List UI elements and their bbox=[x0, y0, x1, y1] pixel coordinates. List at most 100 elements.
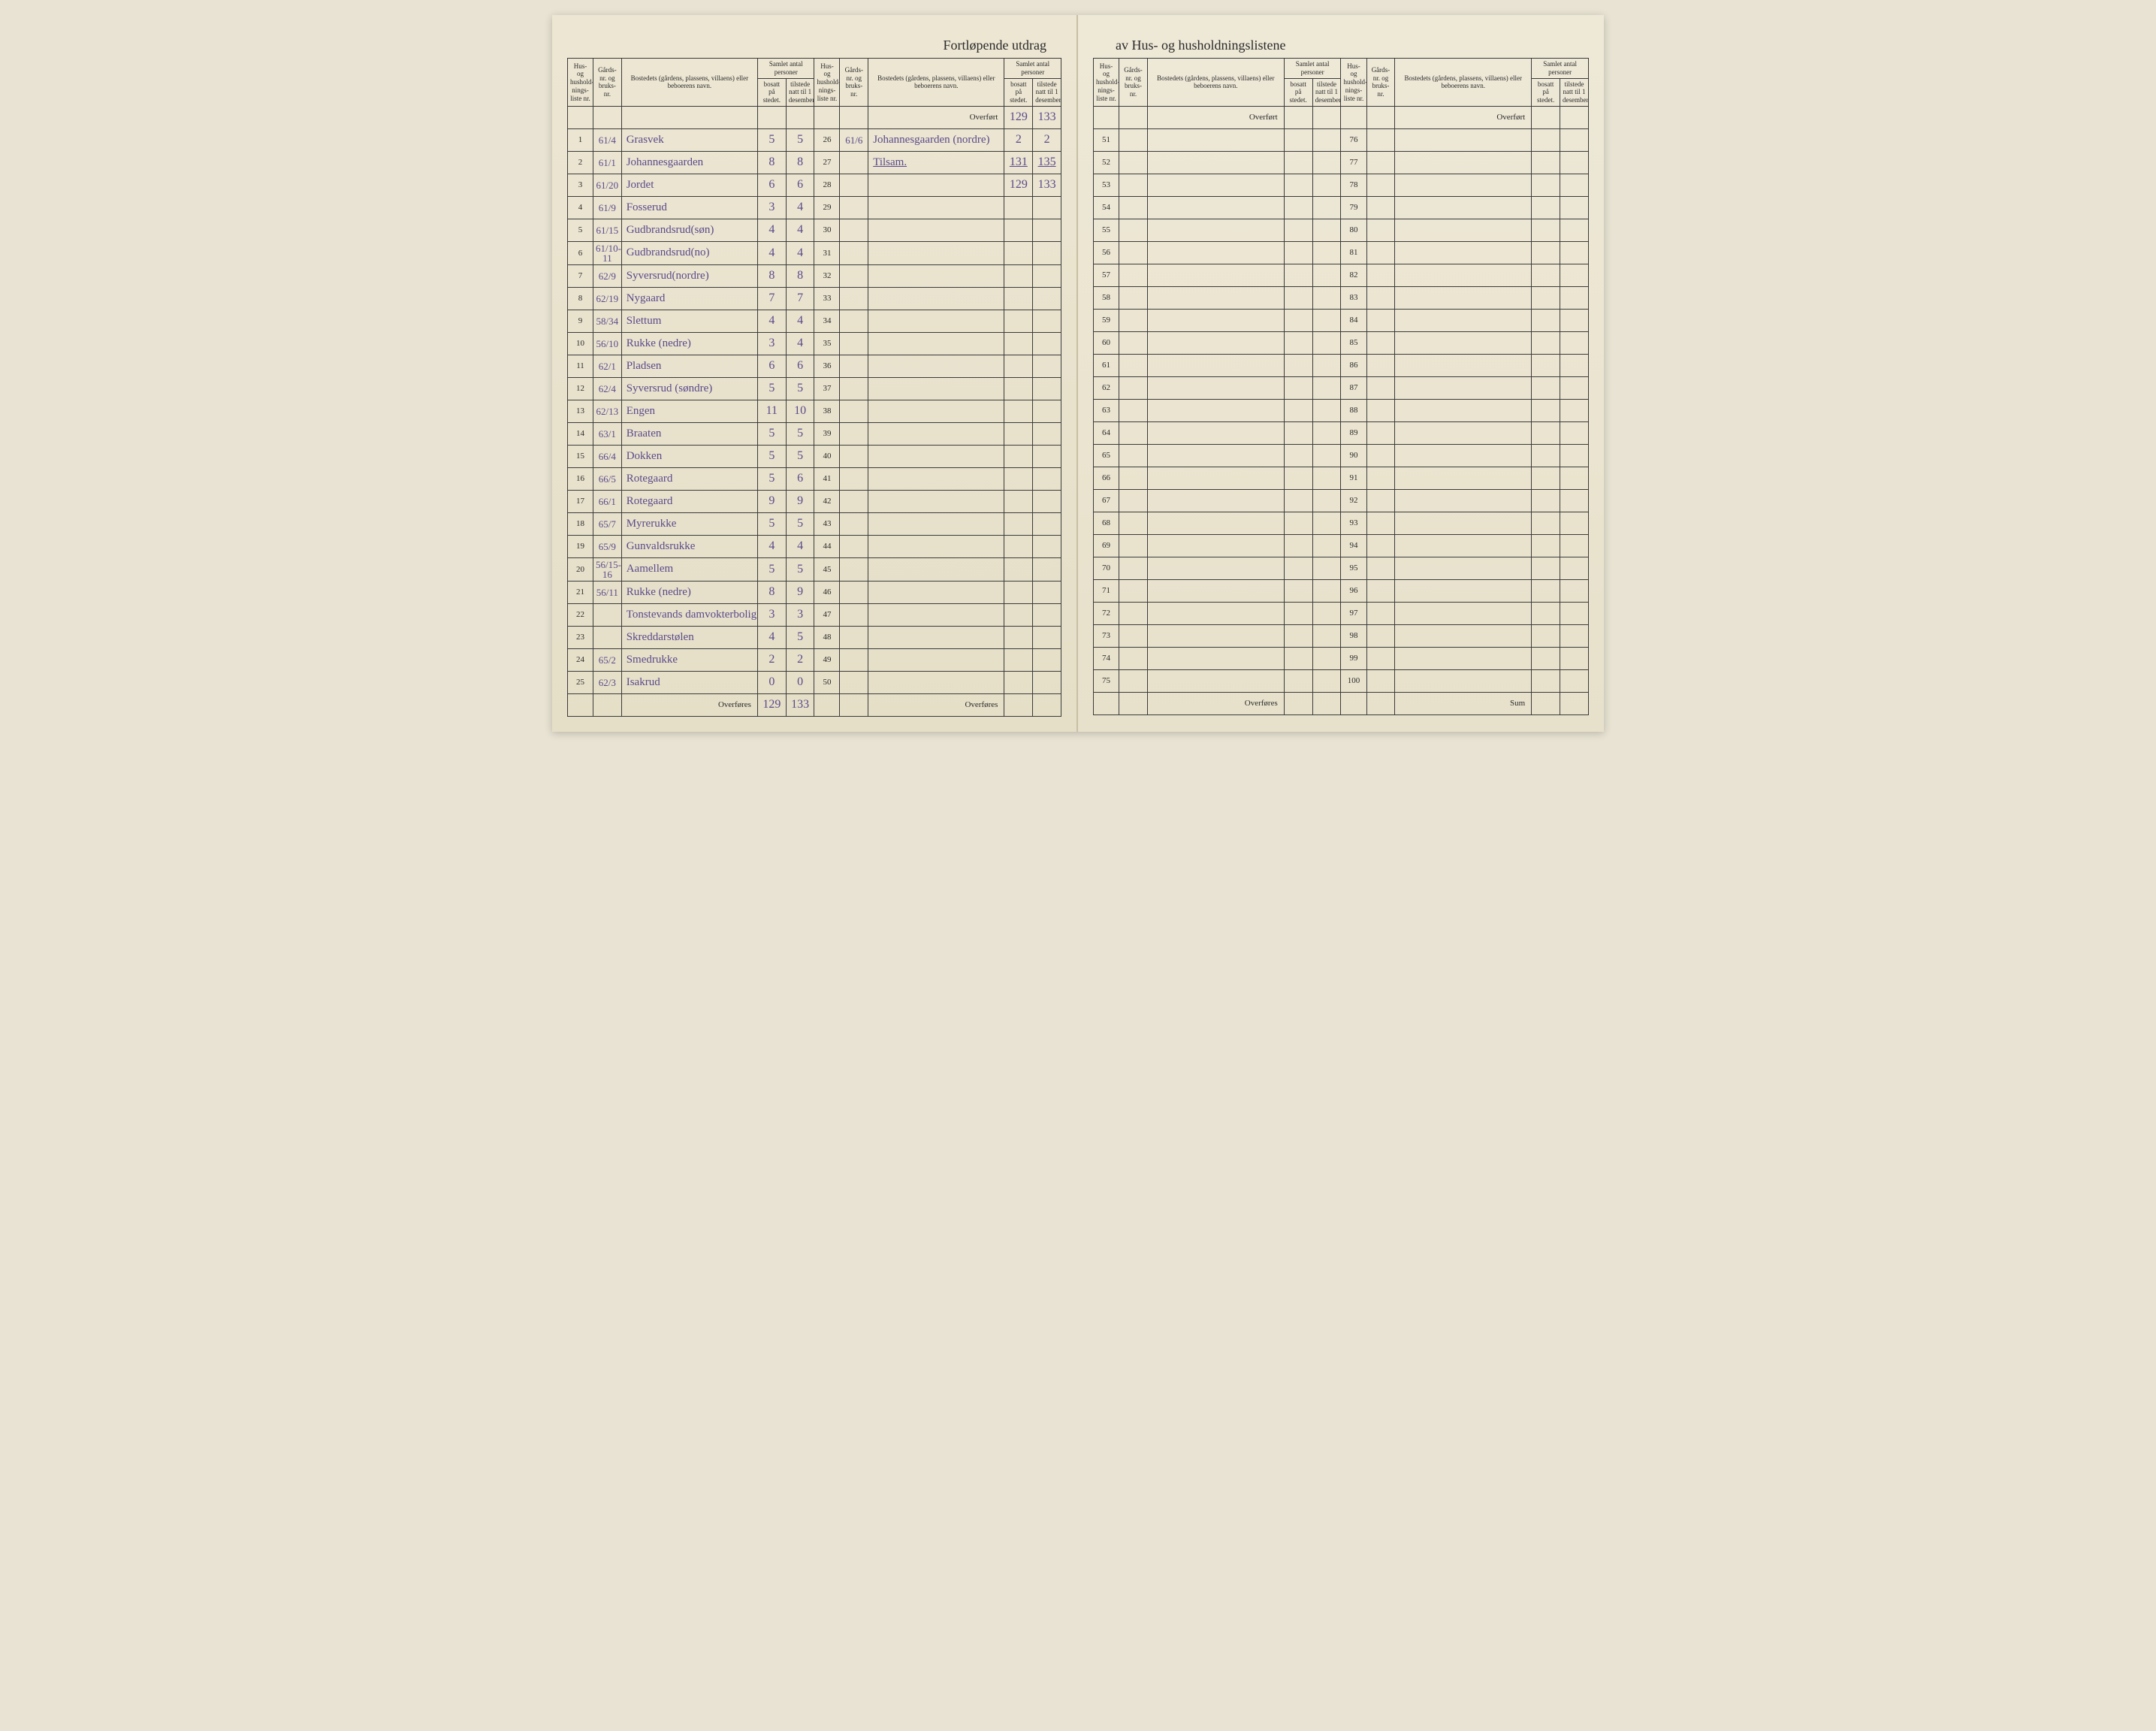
table-row: 1666/5Rotegaard5641 bbox=[568, 467, 1061, 490]
tilstede-count: 5 bbox=[786, 626, 814, 648]
cell bbox=[868, 400, 1004, 422]
cell bbox=[1366, 196, 1395, 219]
bosted-name: Dokken bbox=[621, 445, 757, 467]
cell bbox=[1312, 331, 1341, 354]
cell bbox=[1532, 624, 1560, 647]
cell bbox=[1119, 512, 1148, 534]
table-row: 361/20Jordet6628129133 bbox=[568, 174, 1061, 196]
cell bbox=[840, 671, 868, 693]
cell bbox=[1395, 309, 1532, 331]
cell bbox=[757, 106, 786, 128]
gards-nr: 61/4 bbox=[593, 128, 621, 151]
cell bbox=[868, 535, 1004, 557]
title-right: av Hus- og husholdningslistene bbox=[1093, 38, 1589, 58]
cell bbox=[1395, 151, 1532, 174]
cell bbox=[1366, 602, 1395, 624]
cell bbox=[1312, 421, 1341, 444]
table-row: 7297 bbox=[1094, 602, 1589, 624]
gards-nr: 62/1 bbox=[593, 355, 621, 377]
table-row: 5378 bbox=[1094, 174, 1589, 196]
cell bbox=[1395, 512, 1532, 534]
cell bbox=[1532, 692, 1560, 714]
cell bbox=[1284, 286, 1312, 309]
row-number: 64 bbox=[1094, 421, 1119, 444]
sum-label: Sum bbox=[1395, 692, 1532, 714]
cell bbox=[1312, 106, 1341, 128]
hdr-tilstede: tilstede natt til 1 desember. bbox=[1312, 78, 1341, 106]
row-number: 36 bbox=[814, 355, 840, 377]
tilstede-count: 3 bbox=[786, 603, 814, 626]
row-number: 80 bbox=[1341, 219, 1366, 241]
cell bbox=[1147, 264, 1284, 286]
row-number: 89 bbox=[1341, 421, 1366, 444]
tilstede-count: 5 bbox=[786, 422, 814, 445]
right-page: av Hus- og husholdningslistene Hus- og h… bbox=[1078, 15, 1604, 732]
cell bbox=[1119, 309, 1148, 331]
cell bbox=[1004, 557, 1033, 581]
cell bbox=[840, 106, 868, 128]
row-number: 14 bbox=[568, 422, 593, 445]
cell bbox=[1366, 692, 1395, 714]
cell bbox=[1366, 376, 1395, 399]
cell bbox=[1147, 624, 1284, 647]
title-left: Fortløpende utdrag bbox=[567, 38, 1061, 58]
cell bbox=[1284, 421, 1312, 444]
tilstede-count: 5 bbox=[786, 128, 814, 151]
cell bbox=[1004, 603, 1033, 626]
table-row: 5479 bbox=[1094, 196, 1589, 219]
row-number: 88 bbox=[1341, 399, 1366, 421]
cell bbox=[1366, 444, 1395, 467]
cell bbox=[1119, 557, 1148, 579]
cell bbox=[1395, 647, 1532, 669]
cell bbox=[1284, 174, 1312, 196]
hdr-liste: Hus- og hushold-nings-liste nr. bbox=[814, 59, 840, 107]
bosatt-count: 4 bbox=[757, 626, 786, 648]
row-number: 77 bbox=[1341, 151, 1366, 174]
bosted-name: Fosserud bbox=[621, 196, 757, 219]
table-row: 7095 bbox=[1094, 557, 1589, 579]
overfort-label: Overført bbox=[868, 106, 1004, 128]
row-number: 2 bbox=[568, 151, 593, 174]
bosted-name: Skreddarstølen bbox=[621, 626, 757, 648]
cell bbox=[1033, 535, 1061, 557]
row-number: 60 bbox=[1094, 331, 1119, 354]
gards-nr: 56/10 bbox=[593, 332, 621, 355]
cell bbox=[1560, 376, 1589, 399]
cell bbox=[1284, 444, 1312, 467]
cell bbox=[1284, 489, 1312, 512]
tilstede-count: 8 bbox=[786, 264, 814, 287]
tilstede-count: 7 bbox=[786, 287, 814, 310]
bosted-name: Isakrud bbox=[621, 671, 757, 693]
gards-nr bbox=[593, 626, 621, 648]
cell bbox=[1366, 467, 1395, 489]
row-number: 68 bbox=[1094, 512, 1119, 534]
row-number: 35 bbox=[814, 332, 840, 355]
table-row: 6085 bbox=[1094, 331, 1589, 354]
cell bbox=[1033, 241, 1061, 264]
table-row: 6287 bbox=[1094, 376, 1589, 399]
row-number: 6 bbox=[568, 241, 593, 264]
cell bbox=[1395, 331, 1532, 354]
cell bbox=[840, 512, 868, 535]
cell bbox=[1532, 647, 1560, 669]
cell bbox=[1119, 602, 1148, 624]
hdr-bosted: Bostedets (gårdens, plassens, villaens) … bbox=[1395, 59, 1532, 107]
overfores-label: Overføres bbox=[868, 693, 1004, 716]
row-number: 42 bbox=[814, 490, 840, 512]
row-number: 71 bbox=[1094, 579, 1119, 602]
cell bbox=[621, 106, 757, 128]
footer-bosatt: 129 bbox=[757, 693, 786, 716]
cell bbox=[1033, 287, 1061, 310]
row-number: 92 bbox=[1341, 489, 1366, 512]
cell bbox=[1395, 376, 1532, 399]
bosted-name: Slettum bbox=[621, 310, 757, 332]
cell bbox=[1532, 444, 1560, 467]
cell bbox=[1033, 648, 1061, 671]
hdr-bosatt: bosatt på stedet. bbox=[757, 78, 786, 106]
tilstede-count: 4 bbox=[786, 535, 814, 557]
cell bbox=[1312, 399, 1341, 421]
row-number: 20 bbox=[568, 557, 593, 581]
cell bbox=[1004, 535, 1033, 557]
row-number: 78 bbox=[1341, 174, 1366, 196]
cell bbox=[1395, 624, 1532, 647]
